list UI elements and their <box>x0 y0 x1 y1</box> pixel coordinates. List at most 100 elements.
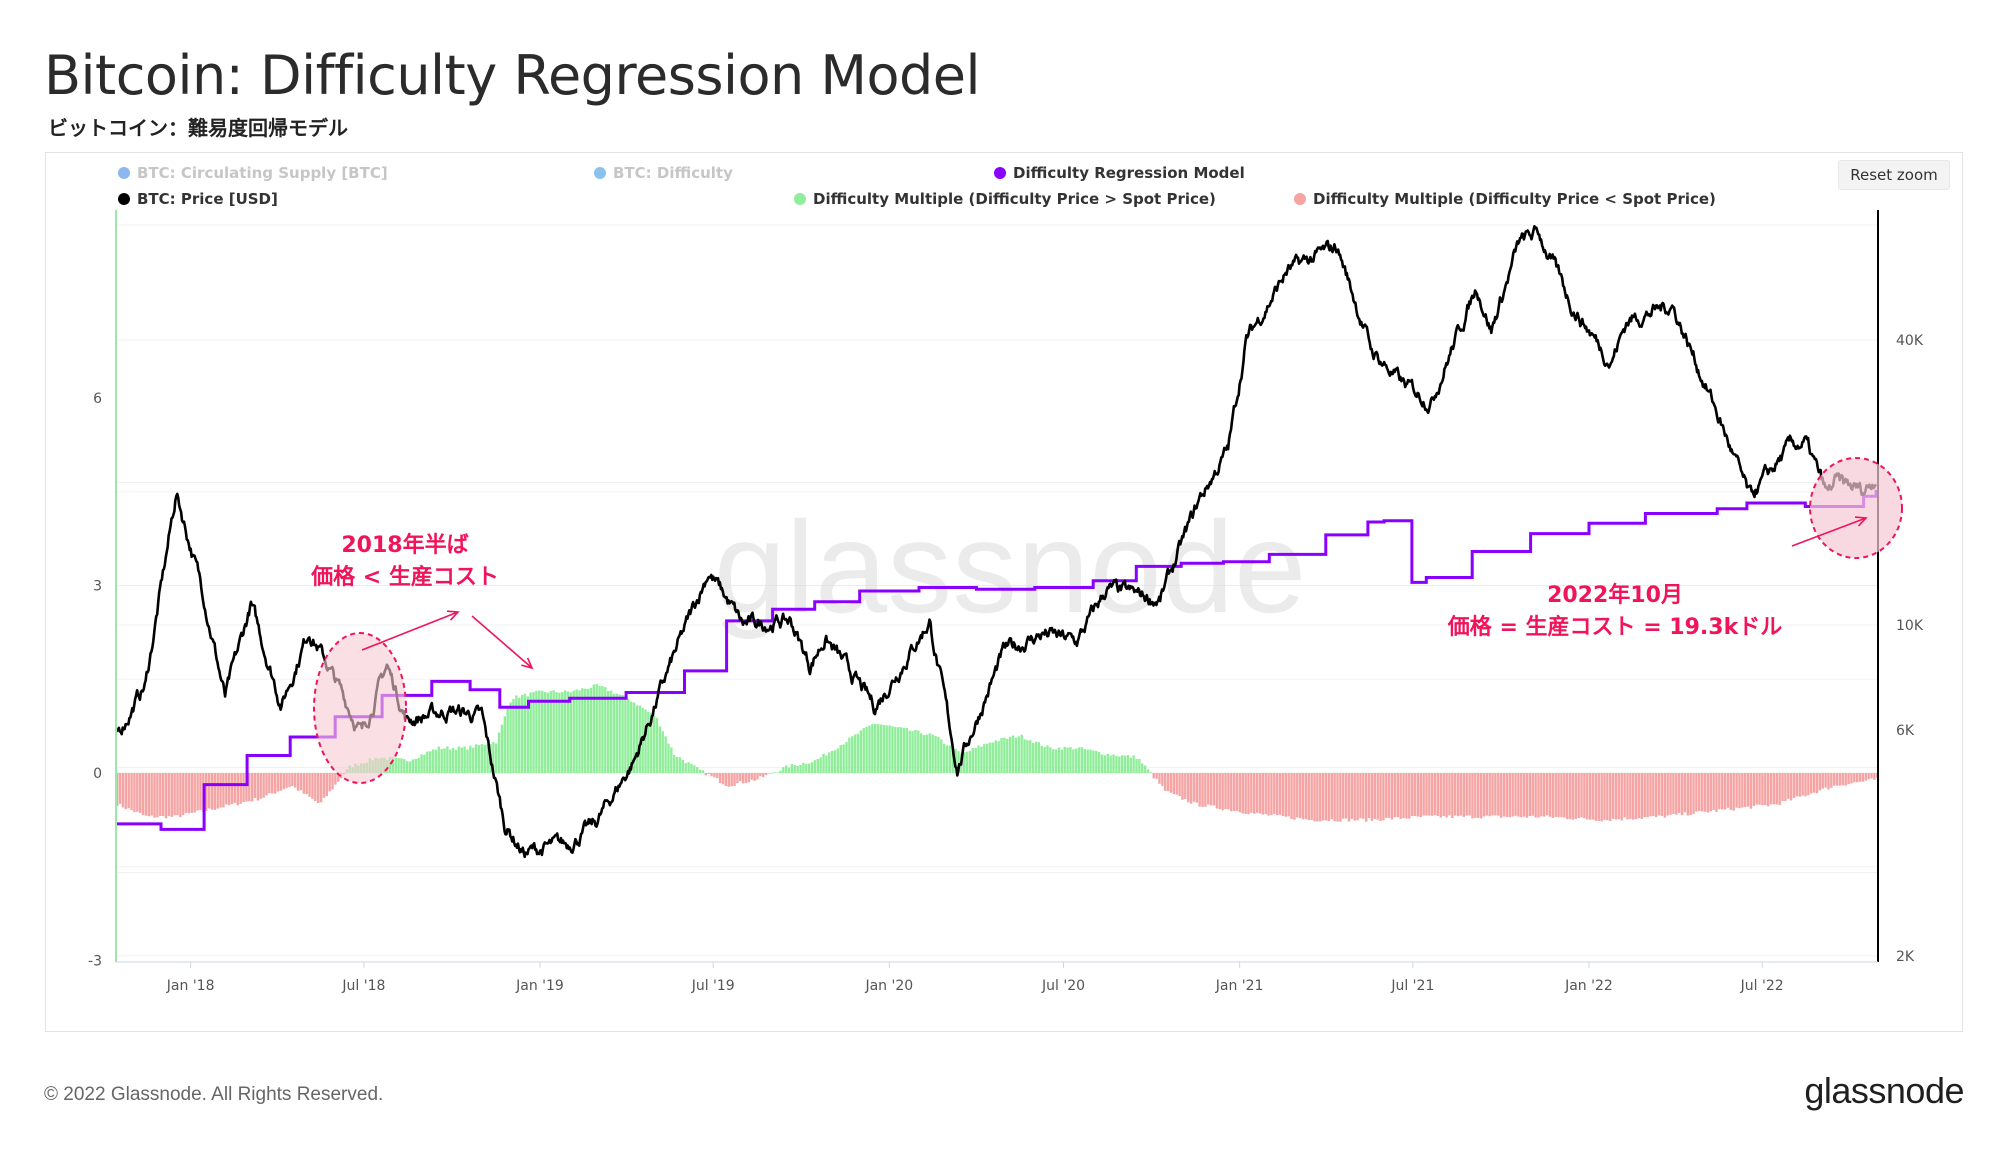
legend-item[interactable]: Difficulty Multiple (Difficulty Price < … <box>1294 190 1716 208</box>
multiple-bar <box>512 699 515 773</box>
series-lines <box>114 225 1878 859</box>
multiple-bar <box>1692 773 1695 814</box>
multiple-bar <box>268 773 271 794</box>
multiple-bar <box>1502 773 1506 817</box>
multiple-bar <box>1798 773 1801 797</box>
multiple-bar <box>1465 773 1468 816</box>
multiple-bar <box>1620 773 1623 821</box>
legend-item[interactable]: Difficulty Multiple (Difficulty Price > … <box>794 190 1216 208</box>
multiple-bar <box>1663 773 1667 818</box>
multiple-bar <box>1011 735 1015 773</box>
multiple-bar <box>1241 773 1244 814</box>
multiple-bar <box>1545 773 1549 816</box>
multiple-bar <box>871 723 874 773</box>
multiple-bar <box>408 761 412 773</box>
multiple-bar <box>805 763 808 773</box>
reset-zoom-button[interactable]: Reset zoom <box>1838 160 1950 190</box>
multiple-bar <box>1847 773 1850 785</box>
multiple-bar <box>523 693 527 773</box>
multiple-bar <box>538 690 541 773</box>
legend-item[interactable]: BTC: Price [USD] <box>118 190 278 208</box>
multiple-bar <box>1698 773 1701 812</box>
multiple-bar <box>1356 773 1359 821</box>
x-tick-label: Jul '22 <box>1740 978 1784 994</box>
multiple-bar <box>1746 773 1750 807</box>
multiple-bar <box>136 773 139 812</box>
multiple-bar <box>1855 773 1859 783</box>
multiple-bar <box>1301 773 1305 820</box>
multiple-bar <box>1841 773 1845 786</box>
multiple-bar <box>874 723 877 773</box>
multiple-bar <box>1629 773 1632 820</box>
multiple-bar <box>1298 773 1302 819</box>
multiple-bar <box>130 773 133 811</box>
legend-item[interactable]: BTC: Circulating Supply [BTC] <box>118 164 388 182</box>
legend-item[interactable]: Difficulty Regression Model <box>994 164 1245 182</box>
multiple-bar <box>1339 773 1342 822</box>
multiple-bar <box>839 745 842 773</box>
multiple-bar <box>767 773 771 774</box>
multiple-bar <box>1336 773 1339 822</box>
multiple-bar <box>1387 773 1391 818</box>
multiple-bar <box>561 692 564 773</box>
multiple-bar <box>675 757 679 773</box>
multiple-bar <box>684 763 687 773</box>
multiple-bar <box>443 748 446 773</box>
annotation-ellipse-2022 <box>1809 457 1903 559</box>
multiple-bar <box>937 737 940 773</box>
multiple-bar <box>1508 773 1511 818</box>
multiple-bar <box>578 690 581 773</box>
multiple-bar <box>222 773 225 808</box>
multiple-bar <box>1476 773 1480 818</box>
multiple-bar <box>1557 773 1560 818</box>
multiple-bar <box>1344 773 1348 819</box>
multiple-bar <box>1083 749 1087 773</box>
multiple-bar <box>331 773 334 790</box>
multiple-bar <box>876 724 880 773</box>
multiple-bar <box>1548 773 1552 817</box>
multiple-bar <box>1571 773 1575 820</box>
multiple-bar <box>1769 773 1773 805</box>
multiple-bar <box>819 757 822 773</box>
multiple-bar <box>1439 773 1443 818</box>
multiple-bar <box>1175 773 1178 795</box>
multiple-bar <box>1097 752 1101 773</box>
legend-item[interactable]: BTC: Difficulty <box>594 164 733 182</box>
multiple-bar <box>670 747 673 773</box>
multiple-bar <box>253 773 257 799</box>
multiple-bar <box>842 744 845 773</box>
multiple-bar <box>190 773 194 813</box>
chart-frame <box>45 152 1963 1032</box>
multiple-bar <box>1031 742 1035 773</box>
multiple-bar <box>1313 773 1316 822</box>
multiple-bar <box>1365 773 1368 822</box>
multiple-bar <box>1238 773 1242 813</box>
multiple-bar <box>1497 773 1500 816</box>
multiple-bar <box>517 697 521 773</box>
multiple-bar <box>1511 773 1514 817</box>
multiple-bar <box>1115 756 1118 773</box>
multiple-bar <box>147 773 150 817</box>
multiple-bar <box>606 691 610 773</box>
multiple-bar <box>322 773 326 798</box>
multiple-bar <box>403 759 406 773</box>
multiple-bar <box>294 773 297 788</box>
multiple-bar <box>296 773 300 791</box>
multiple-bar <box>988 742 992 773</box>
multiple-bar <box>124 773 128 809</box>
multiple-bar <box>1741 773 1744 808</box>
legend-label: BTC: Price [USD] <box>137 190 278 208</box>
multiple-bar <box>1815 773 1819 794</box>
multiple-bar <box>1827 773 1830 790</box>
multiple-bar <box>1000 737 1003 773</box>
multiple-bar <box>305 773 308 795</box>
multiple-bar <box>1683 773 1687 813</box>
multiple-bar <box>1212 773 1216 806</box>
multiple-bar <box>1654 773 1658 817</box>
multiple-bar <box>931 734 934 773</box>
multiple-bar <box>957 751 960 773</box>
multiple-bar <box>506 708 509 773</box>
multiple-bar <box>1577 773 1580 819</box>
multiple-bar <box>1178 773 1181 797</box>
multiple-bar <box>1833 773 1836 786</box>
